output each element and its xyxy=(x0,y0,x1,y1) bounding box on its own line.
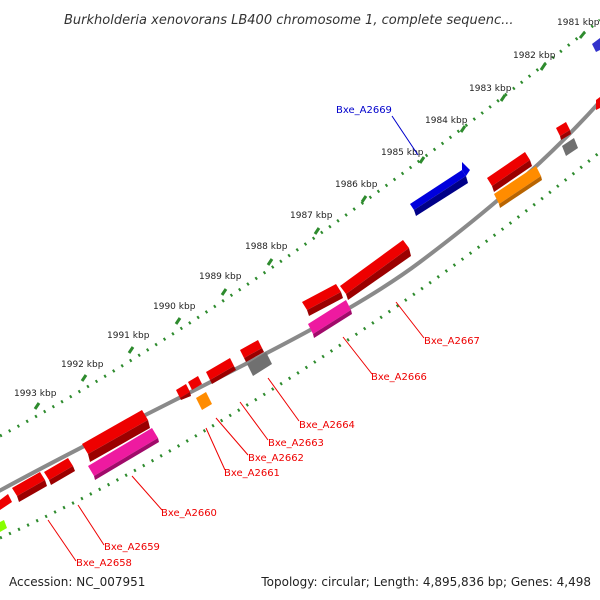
kbp-label-1981: 1981 kbp xyxy=(557,18,600,28)
kbp-label-1983: 1983 kbp xyxy=(469,84,512,94)
major-ticks xyxy=(33,32,586,410)
gene-upper-right-b[interactable] xyxy=(556,122,571,140)
gene-upper-left-c[interactable] xyxy=(0,494,12,510)
gene-gray-right[interactable] xyxy=(562,138,578,156)
outer-kbp-track xyxy=(0,18,600,438)
major-tick xyxy=(127,346,135,354)
major-tick xyxy=(360,195,368,203)
gene-bxe-a2660[interactable] xyxy=(88,428,159,480)
upper-strand-genes xyxy=(0,38,600,510)
callout-line-a2662 xyxy=(215,417,249,456)
gene-upper-left-b[interactable] xyxy=(12,472,47,502)
callout-line-a2661 xyxy=(205,427,226,471)
major-tick xyxy=(313,227,321,235)
kbp-label-1992: 1992 kbp xyxy=(61,360,104,370)
chromosome-backbone xyxy=(0,98,600,493)
gene-upper-small-b[interactable] xyxy=(176,384,191,400)
gene-label-bxe-a2666[interactable]: Bxe_A2666 xyxy=(371,372,427,383)
gene-upper-right-c[interactable] xyxy=(596,97,600,110)
callout-line-a2667 xyxy=(395,301,425,339)
callout-line-a2660 xyxy=(131,475,163,511)
gene-orange-right[interactable] xyxy=(494,166,542,208)
major-tick xyxy=(174,317,182,325)
map-title: Burkholderia xenovorans LB400 chromosome… xyxy=(64,13,514,28)
major-tick xyxy=(266,258,274,266)
gene-lime-left[interactable] xyxy=(0,520,7,532)
gene-upper-left-a[interactable] xyxy=(44,458,75,485)
callout-line-a2658 xyxy=(47,519,77,562)
gene-bxe-a2666[interactable] xyxy=(308,300,352,338)
gene-label-bxe-a2663[interactable]: Bxe_A2663 xyxy=(268,438,324,449)
lower-strand-genes xyxy=(0,138,578,532)
gene-bxe-a2663[interactable] xyxy=(196,392,212,410)
kbp-label-1989: 1989 kbp xyxy=(199,272,242,282)
kbp-label-1993: 1993 kbp xyxy=(14,389,57,399)
gene-bxe-a2669[interactable] xyxy=(410,162,470,216)
gene-upper-mid-b[interactable] xyxy=(240,340,264,362)
kbp-label-1988: 1988 kbp xyxy=(245,242,288,252)
major-tick xyxy=(499,94,507,102)
gene-label-bxe-a2658[interactable]: Bxe_A2658 xyxy=(76,558,132,569)
gene-upper-mid-c[interactable] xyxy=(206,358,236,384)
kbp-labels: 1981 kbp 1982 kbp 1983 kbp 1984 kbp 1985… xyxy=(14,18,600,399)
callout-line-a2666 xyxy=(342,336,373,375)
gene-upper-right-a[interactable] xyxy=(487,152,532,192)
major-tick xyxy=(539,63,547,71)
kbp-label-1991: 1991 kbp xyxy=(107,331,150,341)
kbp-label-1985: 1985 kbp xyxy=(381,148,424,158)
major-tick xyxy=(220,288,228,296)
gene-bxe-a2664[interactable] xyxy=(247,352,272,376)
gene-labels: Bxe_A2669 Bxe_A2667 Bxe_A2666 Bxe_A2664 … xyxy=(76,105,480,569)
major-tick xyxy=(459,125,467,133)
gene-label-bxe-a2664[interactable]: Bxe_A2664 xyxy=(299,420,355,431)
gene-label-bxe-a2661[interactable]: Bxe_A2661 xyxy=(224,468,280,479)
gene-upper-left-long[interactable] xyxy=(82,410,150,462)
gene-upper-small-a[interactable] xyxy=(188,376,202,390)
callout-line-a2664 xyxy=(267,377,300,422)
gene-bxe-a2667[interactable] xyxy=(340,240,411,300)
accession-text: Accession: NC_007951 xyxy=(9,575,145,589)
gene-label-bxe-a2660[interactable]: Bxe_A2660 xyxy=(161,508,217,519)
inner-tick-track xyxy=(0,150,600,540)
gene-upper-right-blue[interactable] xyxy=(592,38,600,52)
callout-line-a2669 xyxy=(391,115,419,156)
kbp-label-1987: 1987 kbp xyxy=(290,211,333,221)
major-tick xyxy=(33,402,41,410)
topology-text: Topology: circular; Length: 4,895,836 bp… xyxy=(260,575,591,589)
gene-label-bxe-a2659[interactable]: Bxe_A2659 xyxy=(104,542,160,553)
gene-label-bxe-a2667[interactable]: Bxe_A2667 xyxy=(424,336,480,347)
callout-line-a2663 xyxy=(239,401,269,441)
kbp-label-1984: 1984 kbp xyxy=(425,116,468,126)
callout-line-a2659 xyxy=(77,504,105,546)
major-tick xyxy=(80,374,88,382)
gene-label-bxe-a2662[interactable]: Bxe_A2662 xyxy=(248,453,304,464)
gene-upper-mid-a[interactable] xyxy=(302,284,343,316)
kbp-label-1986: 1986 kbp xyxy=(335,180,378,190)
callout-lines xyxy=(47,115,425,562)
major-tick xyxy=(418,156,426,164)
kbp-label-1982: 1982 kbp xyxy=(513,51,556,61)
gene-label-bxe-a2669[interactable]: Bxe_A2669 xyxy=(336,105,392,116)
major-tick xyxy=(578,32,586,39)
kbp-label-1990: 1990 kbp xyxy=(153,302,196,312)
